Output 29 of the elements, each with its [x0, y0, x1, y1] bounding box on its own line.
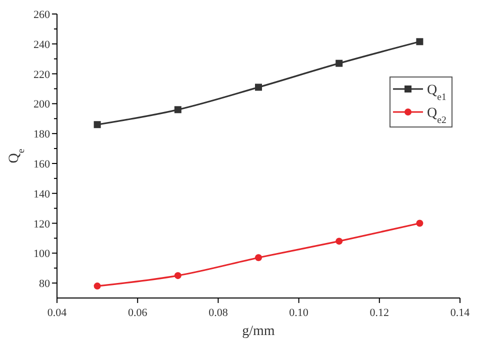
point: [174, 106, 182, 114]
point: [336, 60, 343, 67]
y-tick-label: 260: [34, 9, 50, 21]
x-tick-label: 0.06: [128, 307, 148, 319]
y-tick-label: 80: [39, 278, 50, 290]
point: [416, 220, 424, 227]
point: [174, 272, 182, 280]
x-tick-label: 0.10: [289, 307, 309, 319]
y-tick-label: 140: [34, 188, 50, 200]
x-tick-label: 0.04: [47, 307, 68, 319]
x-tick-label: 0.14: [450, 307, 470, 319]
legend-label: Q$_{e2}$: [427, 106, 446, 126]
x-axis-title: g/mm: [242, 324, 275, 339]
point: [255, 254, 262, 262]
point: [255, 84, 262, 91]
point: [336, 238, 343, 245]
x-tick-label: 0.12: [370, 307, 390, 319]
y-tick-label: 180: [34, 128, 50, 141]
point: [94, 282, 101, 290]
y-tick-label: 200: [34, 98, 50, 111]
y-tick-label: 220: [34, 68, 50, 81]
point: [416, 38, 424, 46]
y-tick-label: 100: [34, 248, 50, 260]
point: [94, 121, 101, 128]
y-tick-label: 240: [34, 38, 50, 51]
y-tick-label: 120: [34, 218, 50, 230]
y-tick-label: 160: [34, 158, 50, 170]
legend-label: Q$_{e1}$: [427, 83, 446, 102]
x-tick-label: 0.08: [208, 307, 228, 319]
